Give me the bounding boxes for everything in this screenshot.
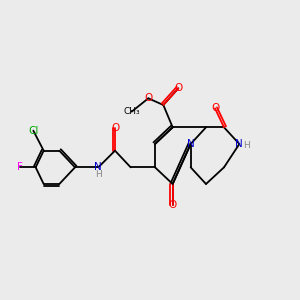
Text: O: O — [211, 103, 219, 113]
Text: O: O — [111, 123, 119, 133]
Text: N: N — [236, 139, 243, 149]
Text: N: N — [94, 162, 102, 172]
Text: N: N — [187, 139, 194, 149]
Text: Cl: Cl — [28, 126, 38, 136]
Text: CH₃: CH₃ — [123, 107, 140, 116]
Text: H: H — [95, 170, 102, 179]
Text: H: H — [243, 140, 250, 149]
Text: O: O — [144, 93, 152, 103]
Text: O: O — [174, 83, 182, 93]
Text: F: F — [17, 162, 23, 172]
Text: O: O — [169, 200, 177, 210]
